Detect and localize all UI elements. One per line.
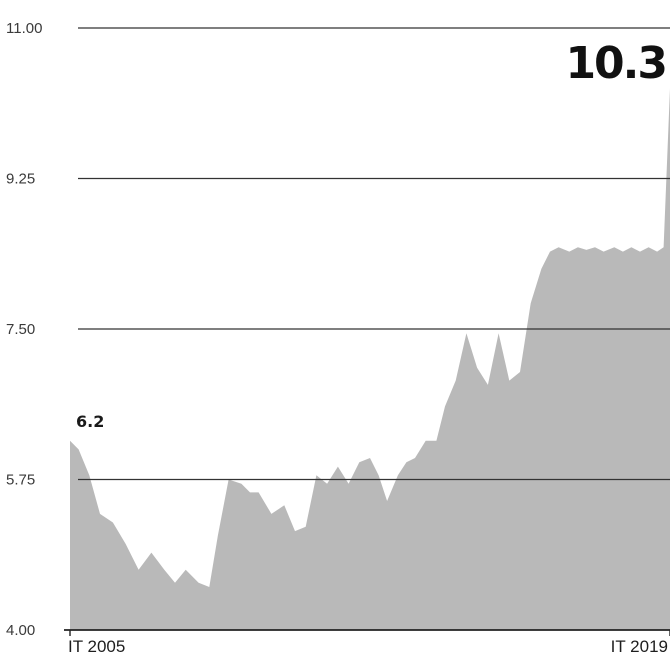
y-tick-label: 9.25 (6, 171, 35, 188)
start-value-label: 6.2 (76, 412, 104, 431)
y-tick-label: 4.00 (6, 622, 35, 639)
y-tick-label: 11.00 (6, 20, 42, 37)
y-tick-label: 7.50 (6, 321, 35, 338)
y-tick-label: 5.75 (6, 472, 35, 489)
x-tick-label: IT 2005 (68, 637, 125, 656)
end-value-label: 10.3 (565, 38, 666, 89)
area-series (70, 88, 670, 630)
x-tick-label: IT 2019 (611, 637, 668, 656)
